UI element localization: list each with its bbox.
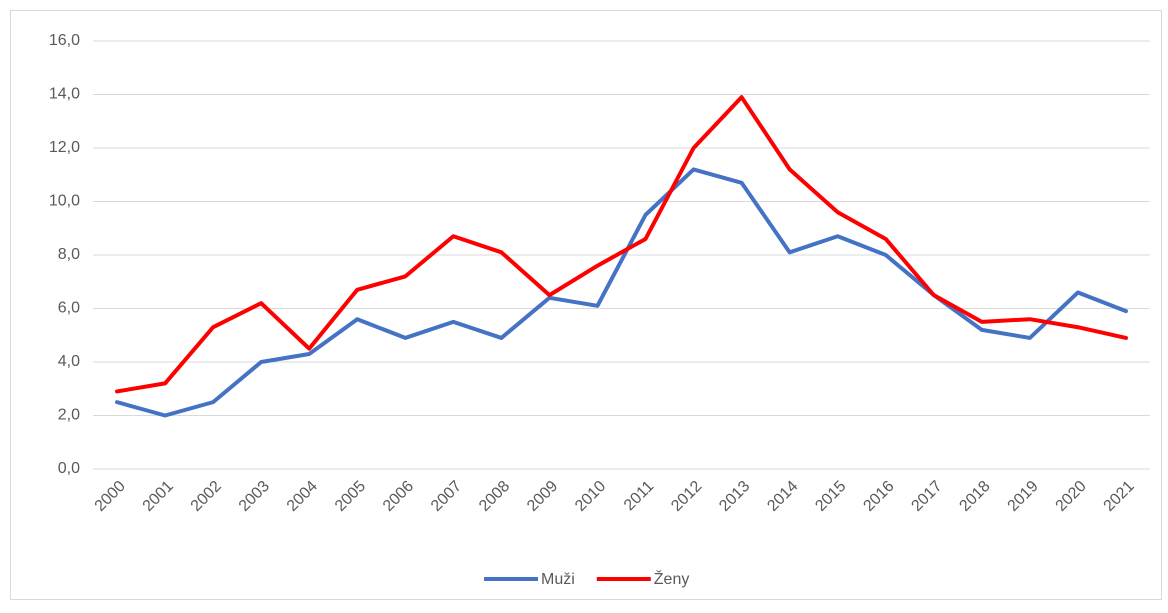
- legend-label: Ženy: [654, 569, 690, 588]
- series-line: [115, 95, 1128, 394]
- y-tick-label: 2,0: [58, 407, 80, 424]
- y-tick-label: 16,0: [49, 32, 80, 49]
- series-line: [115, 167, 1128, 418]
- y-tick-label: 0,0: [58, 460, 80, 477]
- y-tick-label: 14,0: [49, 86, 80, 103]
- y-tick-label: 6,0: [58, 300, 80, 317]
- y-tick-label: 12,0: [49, 139, 80, 156]
- legend-label: Muži: [541, 571, 575, 588]
- y-tick-label: 4,0: [58, 353, 80, 370]
- y-tick-label: 10,0: [49, 193, 80, 210]
- y-tick-label: 8,0: [58, 246, 80, 263]
